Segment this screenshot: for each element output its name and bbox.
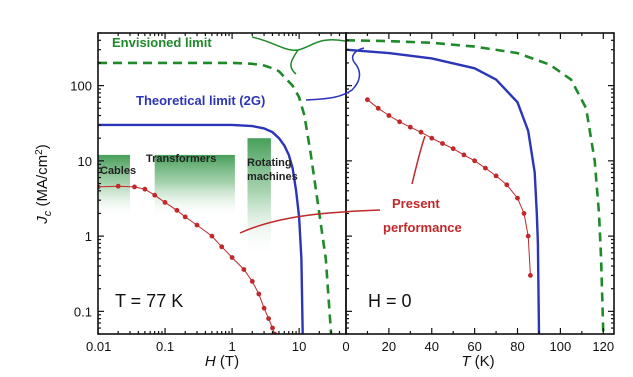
x-tick-label: 0: [342, 339, 349, 354]
y-tick-label: 0.1: [74, 304, 92, 319]
left-present-point: [152, 192, 158, 198]
x-tick-label: 80: [510, 339, 524, 354]
x-tick-label: 0.1: [156, 339, 174, 354]
left-present-point: [162, 200, 168, 205]
right-present-point: [461, 152, 467, 158]
left-present-point: [261, 305, 267, 311]
left-envisioned-line: [98, 61, 333, 334]
cables-label: Cables: [100, 165, 136, 177]
x-tick-label: 40: [425, 339, 439, 354]
application-box-1: [154, 154, 235, 219]
y-tick-label: 10: [78, 154, 92, 169]
left-present-point: [249, 279, 255, 284]
right-envisioned-line: [346, 39, 605, 334]
theoretical-leader: [305, 47, 365, 101]
left-present-point: [182, 214, 188, 220]
application-boxes: [98, 138, 271, 259]
right-present-point: [365, 97, 370, 103]
x-tick-label: 0.01: [86, 339, 111, 354]
envisioned-leader: [251, 36, 346, 51]
y-tick-label: 100: [70, 79, 92, 94]
right-theoretical-line: [346, 48, 541, 334]
right-present-line: [367, 99, 531, 276]
right-present-point: [528, 273, 533, 278]
y-axis-label: Jc (MA/cm2): [34, 144, 54, 224]
left-present-point: [132, 184, 137, 190]
left-present-point: [241, 267, 247, 272]
condition-left: T = 77 K: [115, 291, 183, 311]
right-present-point: [397, 119, 402, 125]
present-leader-right: [411, 135, 426, 185]
theoretical-label: Theoretical limit (2G): [136, 93, 265, 108]
left-present-point: [115, 183, 121, 189]
right-present-point: [386, 113, 392, 118]
left-present-point: [219, 244, 225, 250]
left-present-point: [229, 255, 235, 260]
left-panel-curves: [98, 61, 333, 334]
x-tick-label: 100: [550, 339, 572, 354]
right-present-point: [472, 158, 477, 164]
left-present-point: [194, 222, 200, 228]
machines-label: machines: [247, 171, 298, 183]
right-present-point: [418, 129, 424, 135]
condition-right: H = 0: [368, 291, 412, 311]
envisioned-leader-hook: [290, 49, 299, 75]
transformers-label: Transformers: [146, 153, 216, 165]
left-present-point: [266, 316, 271, 321]
right-panel-frame: [345, 32, 615, 335]
right-present-point: [429, 135, 435, 141]
y-tick-label: 1: [85, 229, 92, 244]
x-axis-label-right: T (K): [461, 353, 494, 370]
envisioned-label: Envisioned limit: [112, 35, 212, 50]
right-present-point: [515, 195, 520, 201]
x-tick-label: 1: [228, 339, 235, 354]
x-axis-label-left: H (T): [205, 353, 239, 370]
right-present-point: [483, 165, 488, 171]
left-present-point: [142, 186, 148, 192]
right-present-point: [407, 124, 413, 130]
right-present-point: [525, 233, 531, 239]
right-present-point: [521, 211, 527, 216]
present-label-line1: Present: [392, 196, 440, 211]
right-present-point: [450, 146, 456, 152]
x-tick-label: 120: [592, 339, 614, 354]
right-present-point: [504, 182, 510, 188]
right-panel-curves: [346, 39, 605, 334]
x-tick-label: 20: [382, 339, 396, 354]
left-present-point: [270, 325, 275, 331]
left-present-point: [174, 207, 180, 213]
rotating-label: Rotating: [247, 157, 292, 169]
x-tick-label: 60: [467, 339, 481, 354]
right-present-point: [493, 173, 499, 179]
left-present-point: [209, 233, 215, 239]
present-leader-left: [239, 209, 381, 234]
right-present-point: [440, 141, 445, 146]
left-present-point: [256, 291, 262, 297]
present-label-line2: performance: [383, 220, 462, 235]
x-tick-label: 10: [292, 339, 306, 354]
right-present-point: [375, 105, 381, 111]
